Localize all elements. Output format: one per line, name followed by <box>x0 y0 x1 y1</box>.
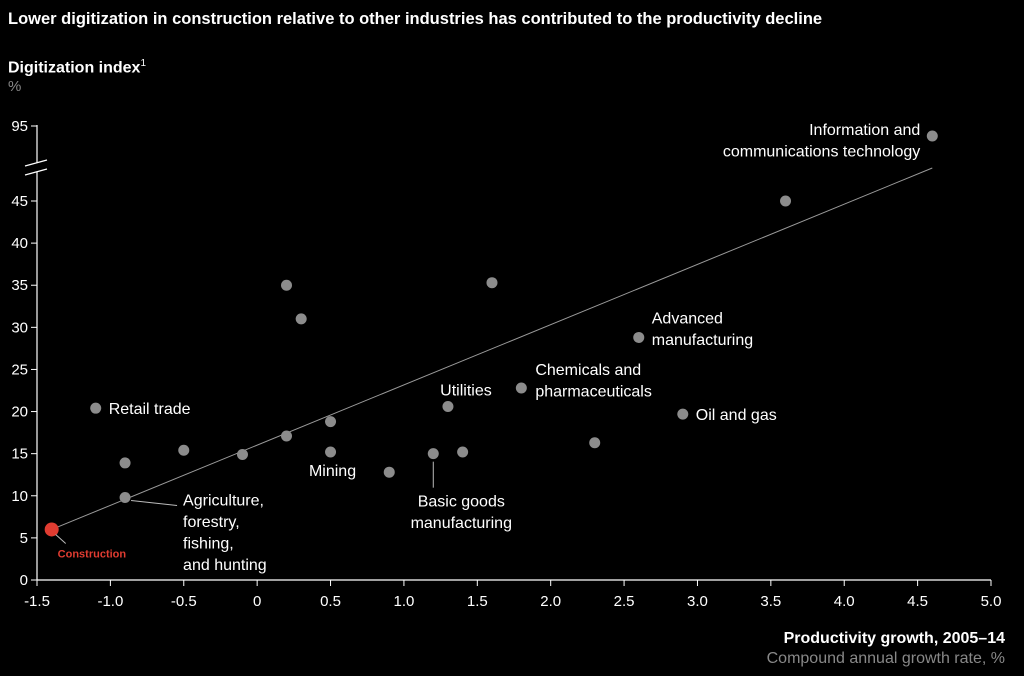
point-label-line: Mining <box>309 463 356 480</box>
data-point <box>780 195 792 207</box>
point-label-line: communications technology <box>723 144 920 161</box>
data-point <box>325 446 337 458</box>
point-label-line: Oil and gas <box>696 407 777 424</box>
data-point <box>119 457 131 469</box>
point-label-line: Information and <box>809 122 920 139</box>
y-tick-label: 95 <box>11 118 28 135</box>
data-point <box>236 449 248 461</box>
data-point <box>515 382 527 394</box>
point-label: Chemicals and pharmaceuticals <box>535 362 652 401</box>
x-axis-label: Productivity growth, 2005–14 <box>783 630 1005 647</box>
data-point <box>677 408 689 420</box>
data-point <box>90 402 102 414</box>
point-label: Retail trade <box>109 401 191 418</box>
x-tick-label: 3.0 <box>687 593 708 610</box>
y-tick-label: 5 <box>20 530 28 547</box>
y-tick-label: 10 <box>11 488 28 505</box>
x-tick-label: 5.0 <box>981 593 1002 610</box>
y-tick-label: 30 <box>11 319 28 336</box>
leader-line <box>55 534 67 544</box>
x-tick-label: 0.5 <box>320 593 341 610</box>
point-label-line: fishing, <box>183 535 234 552</box>
y-tick-label: 45 <box>11 193 28 210</box>
data-point <box>383 466 395 478</box>
point-label-line: Chemicals and <box>535 362 641 379</box>
axis-break-mark <box>24 159 48 167</box>
point-label: Utilities <box>440 383 492 400</box>
chart-title: Lower digitization in construction relat… <box>8 10 823 28</box>
y-axis-label: Digitization index1 <box>8 58 146 77</box>
point-label: Oil and gas <box>696 407 777 424</box>
point-label-line: Retail trade <box>109 401 191 418</box>
point-label-line: manufacturing <box>411 515 512 532</box>
point-label-line: Basic goods <box>418 494 505 511</box>
data-point <box>926 130 938 142</box>
x-tick-label: -1.5 <box>24 593 50 610</box>
x-tick-label: 4.5 <box>907 593 928 610</box>
x-tick-label: 2.0 <box>540 593 561 610</box>
point-label: Construction <box>58 548 127 560</box>
data-point <box>178 444 190 456</box>
trend-line <box>51 167 933 530</box>
data-point <box>427 448 439 460</box>
x-tick-label: -1.0 <box>97 593 123 610</box>
x-axis-sublabel: Compound annual growth rate, % <box>766 650 1005 667</box>
point-label: Information and communications technology <box>723 122 920 161</box>
point-label-line: manufacturing <box>652 332 753 349</box>
x-tick-label: 0 <box>253 593 261 610</box>
point-label: Mining <box>309 463 356 480</box>
x-tick-label: -0.5 <box>171 593 197 610</box>
point-label-line: pharmaceuticals <box>535 383 652 400</box>
point-label-line: Construction <box>58 548 127 560</box>
y-axis-unit: % <box>8 78 22 95</box>
data-point <box>442 401 454 413</box>
data-point <box>281 430 293 442</box>
point-label: Basic goods manufacturing <box>411 494 512 532</box>
y-tick-label: 20 <box>11 404 28 421</box>
x-tick-label: 4.0 <box>834 593 855 610</box>
x-tick-label: 2.5 <box>614 593 635 610</box>
y-tick-label: 15 <box>11 446 28 463</box>
y-tick-label: 25 <box>11 361 28 378</box>
y-axis-footnote: 1 <box>140 58 147 69</box>
data-point <box>589 437 601 449</box>
axis-break-mark <box>24 168 48 176</box>
point-label-line: Advanced <box>652 310 723 327</box>
data-point <box>119 491 131 503</box>
y-tick-label: 35 <box>11 277 28 294</box>
y-tick-label: 40 <box>11 235 28 252</box>
data-point <box>295 313 307 325</box>
leader-line <box>131 499 178 506</box>
data-point <box>486 277 498 289</box>
x-tick-label: 1.5 <box>467 593 488 610</box>
data-point <box>633 331 645 343</box>
point-label: Advanced manufacturing <box>652 310 753 349</box>
axis-break-gap <box>25 163 49 172</box>
y-axis-label-text: Digitization index <box>8 59 141 77</box>
y-tick-label: 0 <box>20 572 28 589</box>
data-point <box>457 446 469 458</box>
data-point <box>325 416 337 428</box>
point-label-line: forestry, <box>183 514 240 531</box>
x-tick-label: 1.0 <box>393 593 414 610</box>
x-tick-label: 3.5 <box>760 593 781 610</box>
point-label-line: and hunting <box>183 557 267 574</box>
highlight-point <box>44 522 59 537</box>
point-label-line: Agriculture, <box>183 492 264 509</box>
point-label: Agriculture, forestry, fishing, and hunting <box>183 492 267 574</box>
point-label-line: Utilities <box>440 383 492 400</box>
data-point <box>281 279 293 291</box>
